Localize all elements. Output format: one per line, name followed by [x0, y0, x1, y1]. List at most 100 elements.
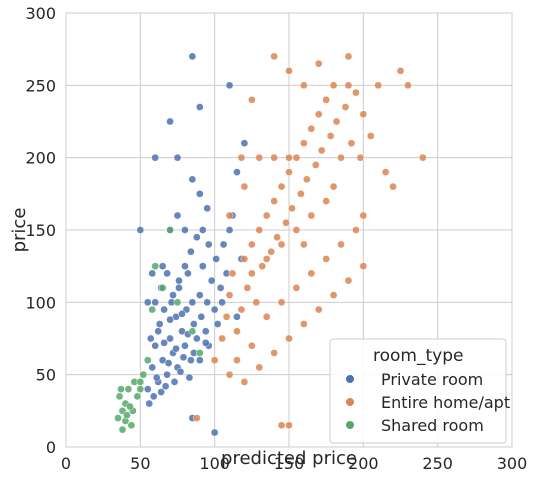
point-private-room [225, 81, 234, 90]
x-tick-labels: 0 50 100 150 200 250 300 [61, 454, 527, 473]
x-tick-label: 0 [61, 454, 71, 473]
legend-label: Shared room [381, 416, 484, 435]
point-entire-home-apt [329, 182, 338, 191]
point-private-room [192, 334, 201, 343]
y-tick-labels: 0 50 100 150 200 250 300 [25, 4, 56, 457]
point-private-room [143, 385, 152, 393]
point-private-room [216, 284, 225, 292]
x-tick-label: 150 [274, 454, 305, 473]
point-entire-home-apt [285, 421, 293, 430]
point-entire-home-apt [332, 117, 341, 126]
point-private-room [203, 298, 212, 307]
point-shared-room [151, 262, 160, 271]
point-private-room [178, 310, 186, 318]
point-entire-home-apt [322, 95, 331, 104]
point-private-room [181, 262, 189, 271]
point-entire-home-apt [359, 211, 368, 220]
point-entire-home-apt [322, 255, 331, 263]
point-entire-home-apt [262, 312, 271, 321]
point-private-room [195, 356, 204, 365]
point-entire-home-apt [288, 204, 296, 213]
point-entire-home-apt [247, 269, 256, 278]
point-private-room [151, 298, 160, 307]
y-tick-label: 150 [25, 221, 56, 240]
point-entire-home-apt [255, 226, 264, 234]
point-entire-home-apt [252, 298, 261, 307]
point-entire-home-apt [337, 153, 345, 162]
point-entire-home-apt [292, 153, 301, 162]
point-shared-room [143, 356, 152, 365]
point-private-room [240, 139, 249, 148]
point-shared-room [126, 402, 134, 411]
point-entire-home-apt [359, 110, 368, 119]
point-private-room [218, 298, 226, 307]
point-shared-room [136, 378, 145, 386]
point-private-room [219, 240, 228, 249]
point-entire-home-apt [307, 269, 316, 278]
point-entire-home-apt [285, 67, 293, 75]
point-private-room [195, 189, 204, 198]
point-entire-home-apt [344, 52, 353, 61]
legend-marker [346, 421, 354, 429]
point-entire-home-apt [314, 110, 323, 119]
legend-title: room_type [373, 346, 463, 366]
point-entire-home-apt [285, 153, 293, 162]
point-entire-home-apt [233, 327, 241, 336]
legend-box [329, 338, 507, 444]
point-shared-room [158, 284, 167, 292]
point-entire-home-apt [329, 291, 338, 299]
point-private-room [225, 226, 234, 234]
point-entire-home-apt [240, 255, 249, 263]
point-private-room [163, 370, 171, 379]
y-tick-label: 250 [25, 76, 56, 95]
point-entire-home-apt [344, 276, 353, 285]
point-private-room [198, 226, 207, 234]
point-private-room [195, 103, 204, 111]
point-private-room [160, 338, 168, 347]
point-entire-home-apt [255, 363, 264, 372]
plot-frame [65, 12, 513, 448]
point-private-room [166, 315, 174, 324]
point-shared-room [136, 385, 145, 393]
point-entire-home-apt [282, 218, 290, 227]
point-entire-home-apt [273, 233, 281, 242]
point-private-room [175, 276, 183, 285]
point-private-room [184, 269, 192, 278]
point-entire-home-apt [314, 305, 323, 314]
point-entire-home-apt [352, 88, 360, 97]
x-tick-label: 50 [130, 454, 150, 473]
point-private-room [210, 305, 219, 314]
point-private-room [198, 262, 207, 271]
point-entire-home-apt [270, 349, 278, 357]
point-entire-home-apt [314, 59, 323, 68]
point-private-room [155, 320, 164, 328]
point-entire-home-apt [297, 189, 305, 198]
point-private-room [169, 291, 177, 299]
point-private-room [188, 52, 197, 61]
point-private-room [187, 356, 195, 365]
point-entire-home-apt [258, 262, 267, 271]
point-private-room [201, 327, 210, 336]
point-entire-home-apt [267, 247, 276, 256]
x-tick-label: 250 [422, 454, 453, 473]
point-private-room [204, 240, 213, 249]
point-shared-room [114, 414, 122, 422]
point-entire-home-apt [225, 370, 234, 379]
point-entire-home-apt [210, 356, 219, 365]
point-private-room [158, 262, 167, 271]
point-entire-home-apt [418, 153, 427, 162]
point-private-room [212, 255, 221, 263]
point-entire-home-apt [352, 226, 360, 234]
point-entire-home-apt [337, 240, 345, 249]
point-entire-home-apt [277, 421, 286, 430]
point-entire-home-apt [277, 182, 286, 191]
point-private-room [187, 247, 195, 256]
point-shared-room [133, 392, 142, 401]
point-private-room [170, 378, 179, 386]
point-entire-home-apt [374, 81, 383, 90]
point-entire-home-apt [243, 284, 252, 292]
point-private-room [233, 168, 241, 176]
point-private-room [213, 320, 222, 328]
point-private-room [143, 298, 152, 307]
